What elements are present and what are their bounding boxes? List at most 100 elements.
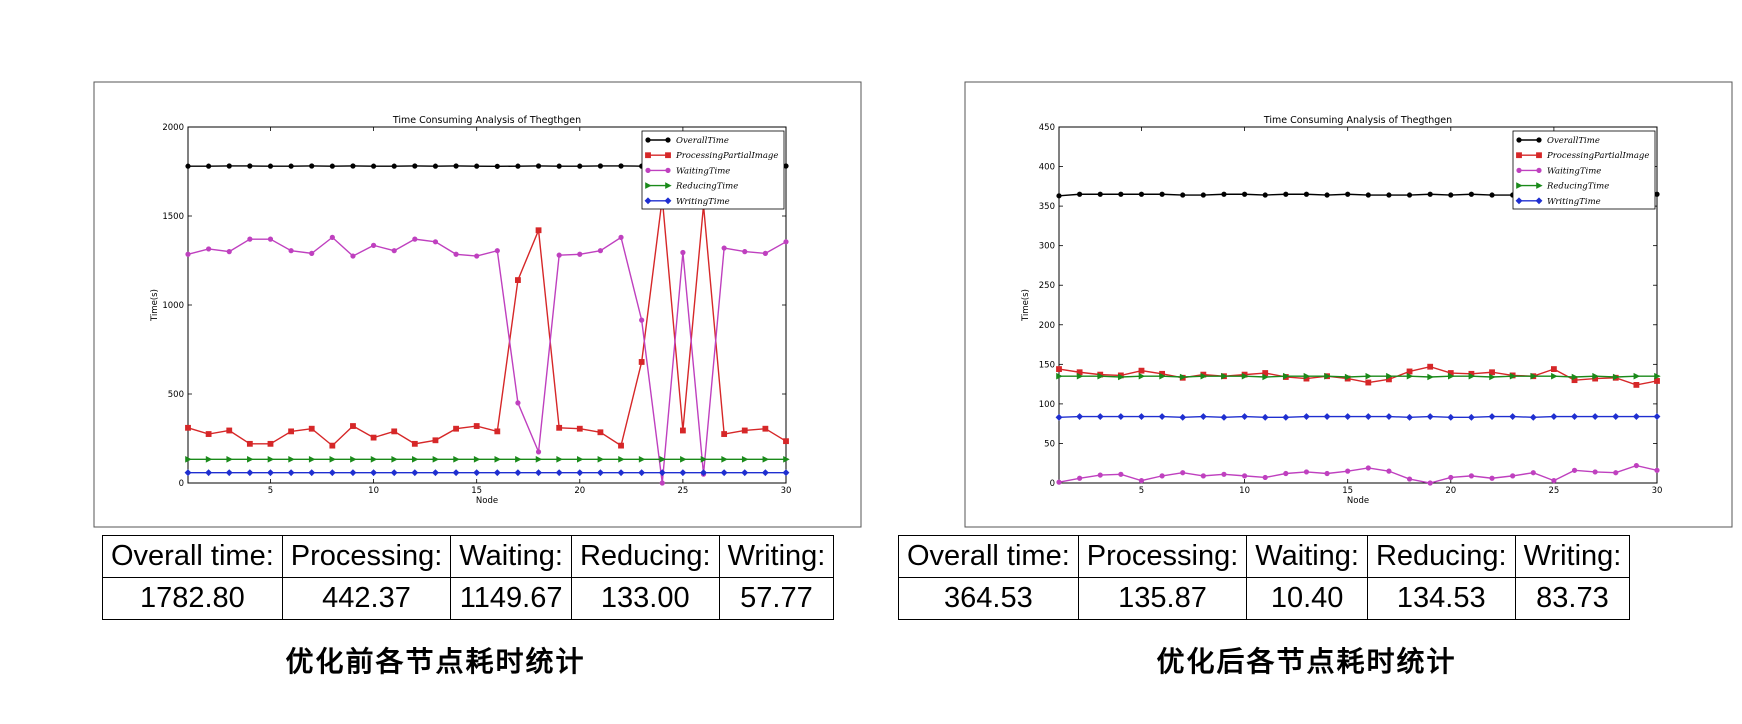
caption-before: 优化前各节点耗时统计 [285, 645, 586, 678]
legend-marker-writing-time [1535, 197, 1543, 205]
legend-marker-overall-time [645, 137, 651, 143]
legend-label-writing-time: WritingTime [676, 197, 730, 207]
data-point-waiting-time [267, 236, 274, 242]
data-point-reducing-time [1489, 373, 1496, 381]
stats-value-processing: 442.37 [281, 577, 452, 620]
data-point-reducing-time [1200, 372, 1208, 380]
stats-table-before: Overall time: Processing: Waiting: Reduc… [102, 535, 835, 620]
series-waiting-time [1056, 462, 1660, 486]
data-point-processing-partial-image [576, 425, 583, 432]
data-point-reducing-time [680, 456, 687, 463]
data-point-reducing-time [1056, 372, 1063, 380]
x-tick-label: 25 [677, 486, 688, 496]
data-point-reducing-time [267, 456, 275, 463]
data-point-overall-time [1386, 192, 1392, 198]
data-point-overall-time [370, 163, 377, 169]
data-point-reducing-time [1221, 372, 1228, 380]
data-point-waiting-time [1241, 473, 1248, 479]
data-point-writing-time [700, 469, 707, 477]
data-point-writing-time [1117, 413, 1125, 420]
data-point-waiting-time [1571, 467, 1578, 473]
data-point-reducing-time [576, 456, 584, 463]
data-point-writing-time [1158, 413, 1166, 420]
data-point-writing-time [184, 469, 192, 477]
stats-value-writing: 83.73 [1514, 577, 1631, 620]
data-point-processing-partial-image [1365, 379, 1372, 386]
data-point-writing-time [782, 469, 790, 477]
panel-after: Time Consuming Analysis of Thegthgen Node… [871, 0, 1742, 724]
stats-header-waiting: Waiting: [450, 535, 572, 578]
data-point-reducing-time [1654, 372, 1661, 380]
data-point-reducing-time [1241, 372, 1249, 380]
series-writing-time [184, 469, 790, 477]
caption-after: 优化后各节点耗时统计 [1156, 645, 1457, 678]
data-point-waiting-time [1427, 480, 1433, 486]
data-point-waiting-time [309, 250, 315, 256]
data-point-reducing-time [247, 456, 254, 463]
data-point-waiting-time [1468, 473, 1475, 479]
stats-header-overall: Overall time: [898, 535, 1079, 578]
data-point-waiting-time [1530, 470, 1536, 476]
data-point-reducing-time [1159, 372, 1166, 380]
legend-label-overall-time: OverallTime [676, 136, 729, 146]
data-point-writing-time [1488, 413, 1496, 420]
y-tick-label: 100 [1039, 400, 1055, 410]
data-point-processing-partial-image [721, 431, 728, 437]
data-point-waiting-time [1633, 462, 1639, 469]
data-point-reducing-time [1324, 372, 1331, 380]
data-point-waiting-time [391, 248, 397, 254]
legend-marker-processing-partial-image [645, 152, 651, 159]
data-point-waiting-time [783, 239, 789, 245]
data-point-reducing-time [1551, 372, 1558, 380]
data-point-overall-time [1262, 192, 1268, 198]
data-point-reducing-time [1447, 372, 1455, 380]
data-point-processing-partial-image [185, 424, 191, 431]
series-writing-time [1055, 413, 1661, 421]
data-point-writing-time [658, 469, 666, 477]
data-point-processing-partial-image [453, 425, 459, 432]
legend-marker-writing-time [664, 197, 672, 205]
data-point-reducing-time [226, 456, 233, 463]
data-point-waiting-time [1221, 471, 1227, 477]
legend-marker-waiting-time [665, 167, 671, 173]
data-point-processing-partial-image [679, 427, 686, 434]
data-point-overall-time [247, 163, 253, 169]
y-tick-label: 1500 [162, 212, 184, 222]
data-point-writing-time [473, 469, 481, 477]
legend-marker-overall-time [1516, 137, 1522, 143]
data-point-processing-partial-image [288, 428, 295, 435]
data-point-writing-time [1055, 413, 1063, 421]
data-point-writing-time [617, 469, 625, 477]
data-point-waiting-time [1406, 476, 1413, 482]
stats-value-processing: 135.87 [1077, 577, 1248, 620]
y-axis-label: Time(s) [1021, 289, 1031, 322]
data-point-writing-time [1591, 413, 1599, 420]
data-point-waiting-time [1510, 473, 1516, 479]
data-point-waiting-time [556, 252, 562, 258]
y-tick-label: 0 [1050, 479, 1055, 489]
data-point-waiting-time [1345, 468, 1351, 474]
data-point-writing-time [1138, 413, 1145, 420]
data-point-writing-time [390, 469, 398, 477]
data-point-waiting-time [453, 251, 459, 257]
data-point-writing-time [1303, 413, 1310, 420]
data-point-waiting-time [185, 251, 191, 257]
data-point-waiting-time [680, 249, 686, 256]
stats-header-writing: Writing: [1514, 535, 1631, 578]
data-point-reducing-time [1406, 372, 1414, 380]
x-tick-label: 30 [1652, 486, 1663, 496]
data-point-processing-partial-image [226, 427, 233, 434]
data-point-writing-time [411, 469, 419, 477]
legend-label-reducing-time: ReducingTime [675, 182, 738, 192]
stats-value-row: 1782.80 442.37 1149.67 133.00 57.77 [102, 577, 835, 620]
data-point-waiting-time [350, 253, 356, 259]
data-point-waiting-time [1448, 474, 1454, 481]
stats-header-row: Overall time: Processing: Waiting: Reduc… [898, 535, 1631, 578]
data-point-waiting-time [1654, 467, 1660, 473]
stats-value-overall: 364.53 [898, 577, 1079, 620]
data-point-processing-partial-image [1406, 368, 1413, 375]
x-axis-label: Node [1347, 496, 1369, 506]
data-point-reducing-time [597, 456, 605, 463]
data-point-overall-time [1489, 192, 1495, 198]
data-point-overall-time [494, 163, 500, 169]
